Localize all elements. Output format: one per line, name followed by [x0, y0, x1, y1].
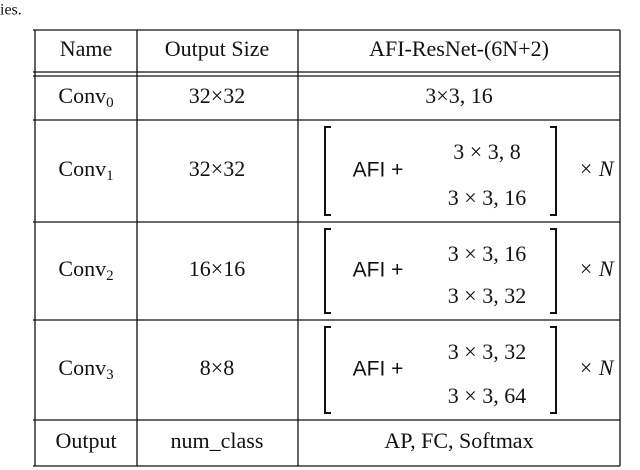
header-cell: Name	[60, 36, 113, 61]
name-base: Conv	[58, 256, 106, 281]
bracket	[550, 326, 557, 414]
header-cell: AFI-ResNet-(6N+2)	[369, 36, 549, 61]
name-cell: Output	[55, 428, 116, 453]
bracket	[324, 126, 331, 216]
header-cell: Output Size	[165, 36, 270, 61]
block-line: 3 × 3, 16	[448, 241, 526, 266]
size-cell: 8×8	[200, 355, 234, 380]
block-line: 3 × 3, 16	[448, 185, 526, 210]
block-prefix: AFI +	[353, 358, 404, 381]
bracket	[324, 326, 331, 414]
block-repeat: × N	[578, 355, 614, 380]
name-cell: Conv1	[58, 156, 113, 184]
name-sub: 2	[106, 268, 114, 284]
bracket	[550, 126, 557, 216]
size-cell: 32×32	[189, 83, 245, 108]
block-line: 3 × 3, 8	[453, 139, 520, 164]
block-repeat: × N	[578, 256, 614, 281]
name-cell: Conv3	[58, 355, 113, 383]
block-prefix: AFI +	[353, 159, 404, 182]
block-line: 3 × 3, 64	[448, 383, 526, 408]
bracket	[324, 228, 331, 314]
size-cell: 16×16	[189, 256, 245, 281]
block-prefix: AFI +	[353, 259, 404, 282]
name-base: Conv	[58, 83, 106, 108]
name-cell: Conv2	[58, 256, 113, 284]
layer-cell: 3×3, 16	[425, 83, 492, 108]
size-cell: 32×32	[189, 156, 245, 181]
name-sub: 3	[106, 367, 114, 383]
layer-cell: AP, FC, Softmax	[384, 428, 533, 453]
caption-fragment: ies.	[0, 2, 22, 19]
block-line: 3 × 3, 32	[448, 283, 526, 308]
block-repeat: × N	[578, 156, 614, 181]
size-cell: num_class	[171, 428, 264, 453]
name-sub: 1	[106, 168, 114, 184]
name-sub: 0	[106, 95, 114, 111]
name-base: Conv	[58, 156, 106, 181]
name-cell: Conv0	[58, 83, 113, 111]
block-line: 3 × 3, 32	[448, 339, 526, 364]
name-base: Conv	[58, 355, 106, 380]
bracket	[550, 228, 557, 314]
